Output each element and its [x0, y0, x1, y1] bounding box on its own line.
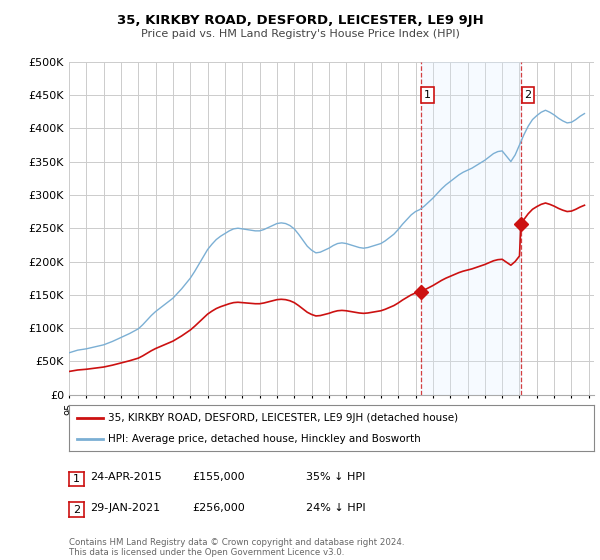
Text: 35, KIRKBY ROAD, DESFORD, LEICESTER, LE9 9JH: 35, KIRKBY ROAD, DESFORD, LEICESTER, LE9… — [116, 14, 484, 27]
Text: Contains HM Land Registry data © Crown copyright and database right 2024.
This d: Contains HM Land Registry data © Crown c… — [69, 538, 404, 557]
Text: 35, KIRKBY ROAD, DESFORD, LEICESTER, LE9 9JH (detached house): 35, KIRKBY ROAD, DESFORD, LEICESTER, LE9… — [109, 413, 458, 423]
Bar — [421, 62, 521, 395]
Text: 1: 1 — [73, 474, 80, 484]
Text: £256,000: £256,000 — [192, 503, 245, 513]
Text: 1: 1 — [424, 90, 431, 100]
Text: 24-APR-2015: 24-APR-2015 — [90, 472, 162, 482]
Text: 24% ↓ HPI: 24% ↓ HPI — [306, 503, 365, 513]
Text: Price paid vs. HM Land Registry's House Price Index (HPI): Price paid vs. HM Land Registry's House … — [140, 29, 460, 39]
Text: 2: 2 — [73, 505, 80, 515]
Text: 29-JAN-2021: 29-JAN-2021 — [90, 503, 160, 513]
Text: 2: 2 — [524, 90, 532, 100]
Text: HPI: Average price, detached house, Hinckley and Bosworth: HPI: Average price, detached house, Hinc… — [109, 435, 421, 444]
Text: £155,000: £155,000 — [192, 472, 245, 482]
Text: 35% ↓ HPI: 35% ↓ HPI — [306, 472, 365, 482]
